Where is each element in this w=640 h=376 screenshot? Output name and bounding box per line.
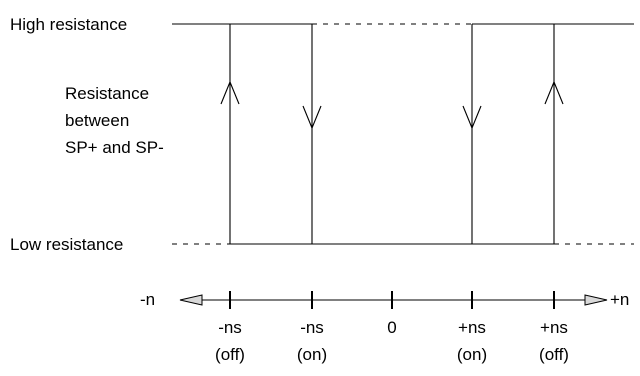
tick-label-neg-off: -ns [218,318,242,337]
arrow-down-neg-on-icon [302,105,322,130]
tick-state-pos-on: (on) [457,345,487,364]
y-axis-label-line-1: Resistance [65,84,149,103]
high-resistance-label: High resistance [10,15,127,34]
tick-label-pos-on: +ns [458,318,486,337]
axis-right-arrow-icon [584,294,608,306]
arrow-down-pos-on-icon [462,105,482,130]
tick-label-pos-off: +ns [540,318,568,337]
arrow-up-pos-off-icon [544,80,564,105]
axis-right-end-label: +n [610,290,629,309]
low-resistance-label: Low resistance [10,235,123,254]
arrow-up-neg-off-icon [220,80,240,105]
y-axis-label-line-2: between [65,111,129,130]
y-axis-label-line-3: SP+ and SP- [65,138,164,157]
tick-label-neg-on: -ns [300,318,324,337]
tick-label-zero: 0 [387,318,396,337]
tick-state-neg-off: (off) [215,345,245,364]
tick-state-neg-on: (on) [297,345,327,364]
axis-left-end-label: -n [140,290,155,309]
tick-state-pos-off: (off) [539,345,569,364]
axis-left-arrow-icon [179,294,203,306]
